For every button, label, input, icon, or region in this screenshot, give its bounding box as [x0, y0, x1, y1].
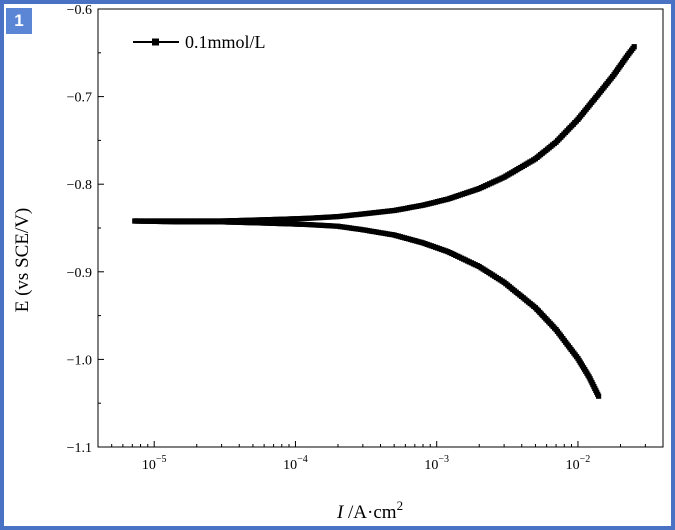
- plot-area-border: [97, 8, 664, 448]
- x-tick-label: 10−2: [566, 454, 591, 473]
- x-tick-label: 10−5: [142, 454, 167, 473]
- data-point: [596, 393, 602, 399]
- data-point: [631, 44, 637, 50]
- anodic-branch-line: [134, 46, 635, 222]
- panel-label-badge: 1: [6, 8, 32, 34]
- x-axis-title-sup: 2: [397, 498, 404, 513]
- legend: 0.1mmol/L: [133, 32, 266, 52]
- x-axis-title: I /A·cm2: [336, 498, 403, 523]
- y-tick-label: −0.9: [67, 266, 92, 281]
- legend-label: 0.1mmol/L: [185, 32, 266, 52]
- x-axis: 10−5 10−4 10−3 10−2: [97, 441, 664, 473]
- x-tick-label: 10−3: [424, 454, 449, 473]
- y-axis: −0.6 −0.7 −0.8 −0.9 −1.0 −1.1: [67, 3, 104, 456]
- y-tick-label: −0.6: [67, 3, 92, 18]
- cathodic-branch-line: [134, 220, 600, 397]
- y-tick-label: −1.1: [67, 441, 92, 456]
- y-axis-title: E (vs SCE/V): [12, 208, 33, 313]
- series-layer: [132, 44, 637, 399]
- x-tick-label: 10−4: [283, 454, 308, 473]
- y-tick-label: −0.7: [67, 91, 92, 106]
- y-tick-label: −0.8: [67, 178, 92, 193]
- legend-marker: [152, 38, 159, 46]
- x-axis-title-italic: I: [336, 502, 345, 523]
- x-axis-title-rest: /A·cm: [343, 502, 397, 523]
- y-tick-label: −1.0: [67, 353, 92, 368]
